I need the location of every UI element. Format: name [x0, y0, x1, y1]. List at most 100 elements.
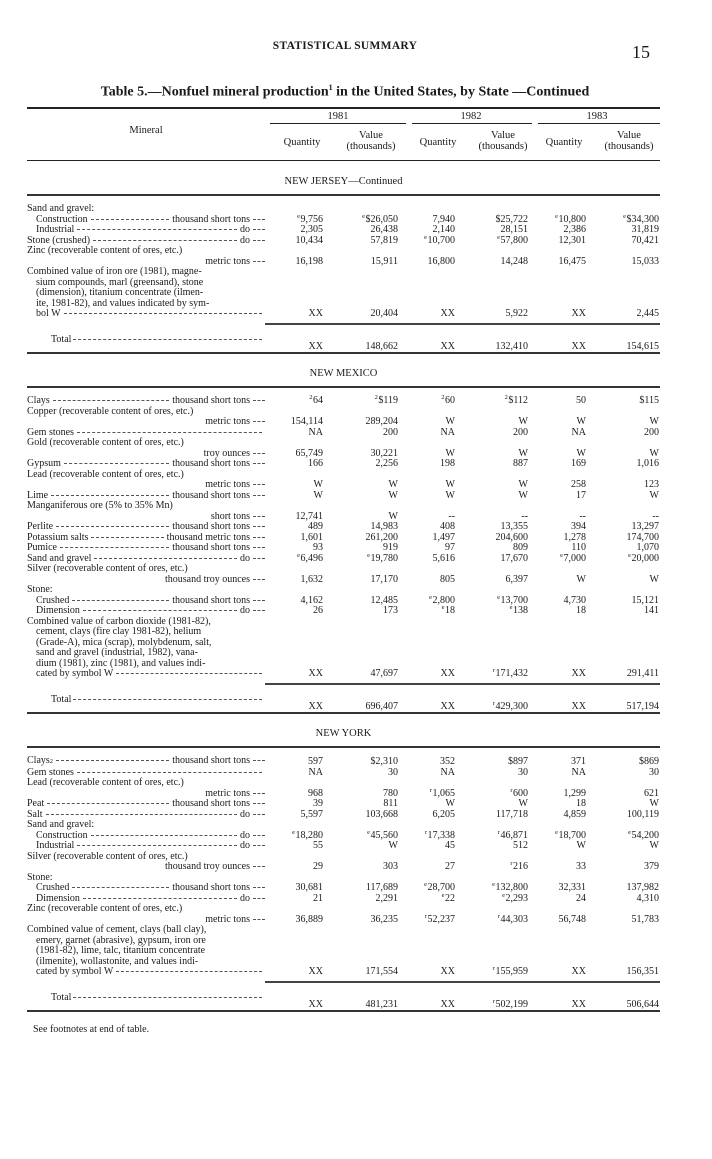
- row-label: Stone (crushed) do: [27, 234, 265, 247]
- year-rule: [412, 123, 532, 124]
- table-row: Stone (crushed) do 10,434 57,819 e10,700 e57,…: [27, 234, 660, 247]
- leader-dots: [253, 897, 265, 899]
- cell-value: 429,300: [495, 700, 529, 712]
- unit-label: troy ounces: [203, 447, 250, 459]
- quantity-cell: 2,386: [563, 224, 587, 235]
- quantity-cell: 4,162: [300, 594, 324, 606]
- value-cell: 2,445: [636, 308, 660, 319]
- quantity-cell: 264: [309, 393, 323, 407]
- leader-dots: [253, 536, 265, 538]
- label-line: Copper (recoverable content of ores, etc…: [27, 405, 194, 417]
- quantity-cell: XX: [571, 966, 586, 977]
- quantity-cell: e9,756: [297, 212, 323, 226]
- cell-value: 46,871: [500, 829, 529, 841]
- quantity-cell: XX: [571, 998, 586, 1010]
- cell-value: 57,800: [500, 234, 529, 246]
- leader-dots: [253, 887, 265, 888]
- leader-dots: [253, 813, 265, 815]
- mineral-name: Dimension: [36, 892, 80, 904]
- total-rule: [265, 980, 660, 983]
- row-label: Combined value of carbon dioxide (1981-8…: [27, 616, 265, 680]
- table-row: Peat thousand short tons 39 811 W W 18 W: [27, 798, 660, 810]
- value-cell: 14,248: [500, 255, 529, 267]
- label-last-line: Perlite thousand short tons: [27, 521, 265, 533]
- quantity-cell: 26: [313, 605, 323, 616]
- row-label: Silver (recoverable content of ores, etc…: [27, 563, 265, 585]
- leader-dots: [82, 897, 237, 899]
- cell-value: 216: [513, 861, 528, 872]
- label-last-line: short tons: [27, 511, 265, 523]
- value-cell: 6,397: [505, 573, 529, 585]
- quantity-cell: XX: [440, 668, 455, 679]
- row-label: Sand and gravel:: [27, 819, 265, 831]
- mineral-name: Potassium salts: [27, 531, 89, 543]
- label-last-line: Total: [27, 992, 265, 1004]
- label-last-line: Stone:: [27, 584, 265, 596]
- unit-label: thousand short tons: [172, 594, 250, 606]
- table-row: Industrial do 55 W 45 512 W W: [27, 840, 660, 852]
- value-cell: 117,689: [365, 882, 398, 893]
- quantity-cell: 45: [445, 840, 455, 851]
- mineral-name: Total: [51, 693, 72, 705]
- value-cell: W: [518, 416, 528, 427]
- section-end-rule: [27, 352, 660, 354]
- quantity-cell: 169: [571, 458, 586, 469]
- value-cell: e20,000: [628, 551, 659, 565]
- cell-value: 19,780: [370, 552, 399, 564]
- mineral-name: Construction: [36, 829, 88, 841]
- table-row: Construction do e18,280 e45,560 r17,338 r46,8…: [27, 828, 660, 842]
- mineral-name: Gypsum: [27, 458, 61, 469]
- label-last-line: Dimension do: [27, 892, 265, 905]
- quantity-cell: XX: [440, 998, 455, 1010]
- leader-dots: [76, 771, 262, 773]
- quantity-cell: 16,198: [295, 255, 324, 267]
- value-cell: 303: [383, 861, 398, 872]
- leader-dots: [45, 813, 237, 815]
- label-line: ite, 1981-82), and values indicated by s…: [36, 297, 210, 309]
- unit-label: do: [240, 605, 250, 616]
- quantity-cell: 2,140: [432, 224, 456, 235]
- mineral-name: Gem stones: [27, 426, 74, 438]
- label-last-line: Salt do: [27, 808, 265, 821]
- quantity-cell: XX: [308, 700, 323, 712]
- leader-dots: [73, 338, 262, 340]
- table-row: Perlite thousand short tons 489 14,983 408 13…: [27, 521, 660, 533]
- label-last-line: Construction thousand short tons: [27, 214, 265, 226]
- label-last-line: metric tons: [27, 479, 265, 491]
- leader-dots: [253, 866, 265, 867]
- cell-value: 2,293: [505, 892, 529, 904]
- value-cell: e54,200: [628, 828, 659, 842]
- cell-value: 502,199: [495, 998, 529, 1010]
- cell-value: 1,065: [432, 787, 456, 799]
- value-cell: 17,170: [370, 573, 399, 585]
- table-row: Potassium salts thousand metric tons 1,601…: [27, 531, 660, 544]
- mineral-name: Stone:: [27, 584, 53, 595]
- quantity-cell: 36,889: [295, 913, 324, 925]
- value-cell: e132,800: [492, 880, 528, 894]
- unit-label: do: [240, 840, 250, 851]
- leader-dots: [63, 463, 170, 464]
- unit-label: do: [240, 808, 250, 820]
- value-cell: 171,554: [365, 966, 399, 977]
- value-cell: 204,600: [495, 531, 529, 543]
- mineral-name: Lime: [27, 489, 49, 501]
- label-last-line: Construction do: [27, 829, 265, 842]
- row-label: Total: [27, 992, 265, 1004]
- quantity-cell: r17,338: [425, 828, 455, 842]
- quantity-cell: e18,700: [555, 828, 586, 842]
- value-cell: 30,221: [370, 447, 399, 459]
- note-marker: r: [492, 965, 495, 972]
- row-label: Gem stones: [27, 426, 265, 439]
- quantity-cell: 4,730: [563, 594, 587, 606]
- quantity-cell: XX: [571, 308, 586, 319]
- quantity-cell: 30,681: [295, 882, 324, 893]
- mineral-name: Stone:: [27, 871, 53, 883]
- value-cell: 4,310: [636, 892, 660, 904]
- unit-label: do: [240, 234, 250, 246]
- value-cell: W: [518, 489, 528, 501]
- note-marker: e: [297, 551, 300, 559]
- value-cell: 30: [388, 766, 398, 778]
- note-marker: 2: [374, 394, 378, 401]
- label-last-line: Total: [27, 334, 265, 346]
- note-marker: r: [497, 828, 500, 836]
